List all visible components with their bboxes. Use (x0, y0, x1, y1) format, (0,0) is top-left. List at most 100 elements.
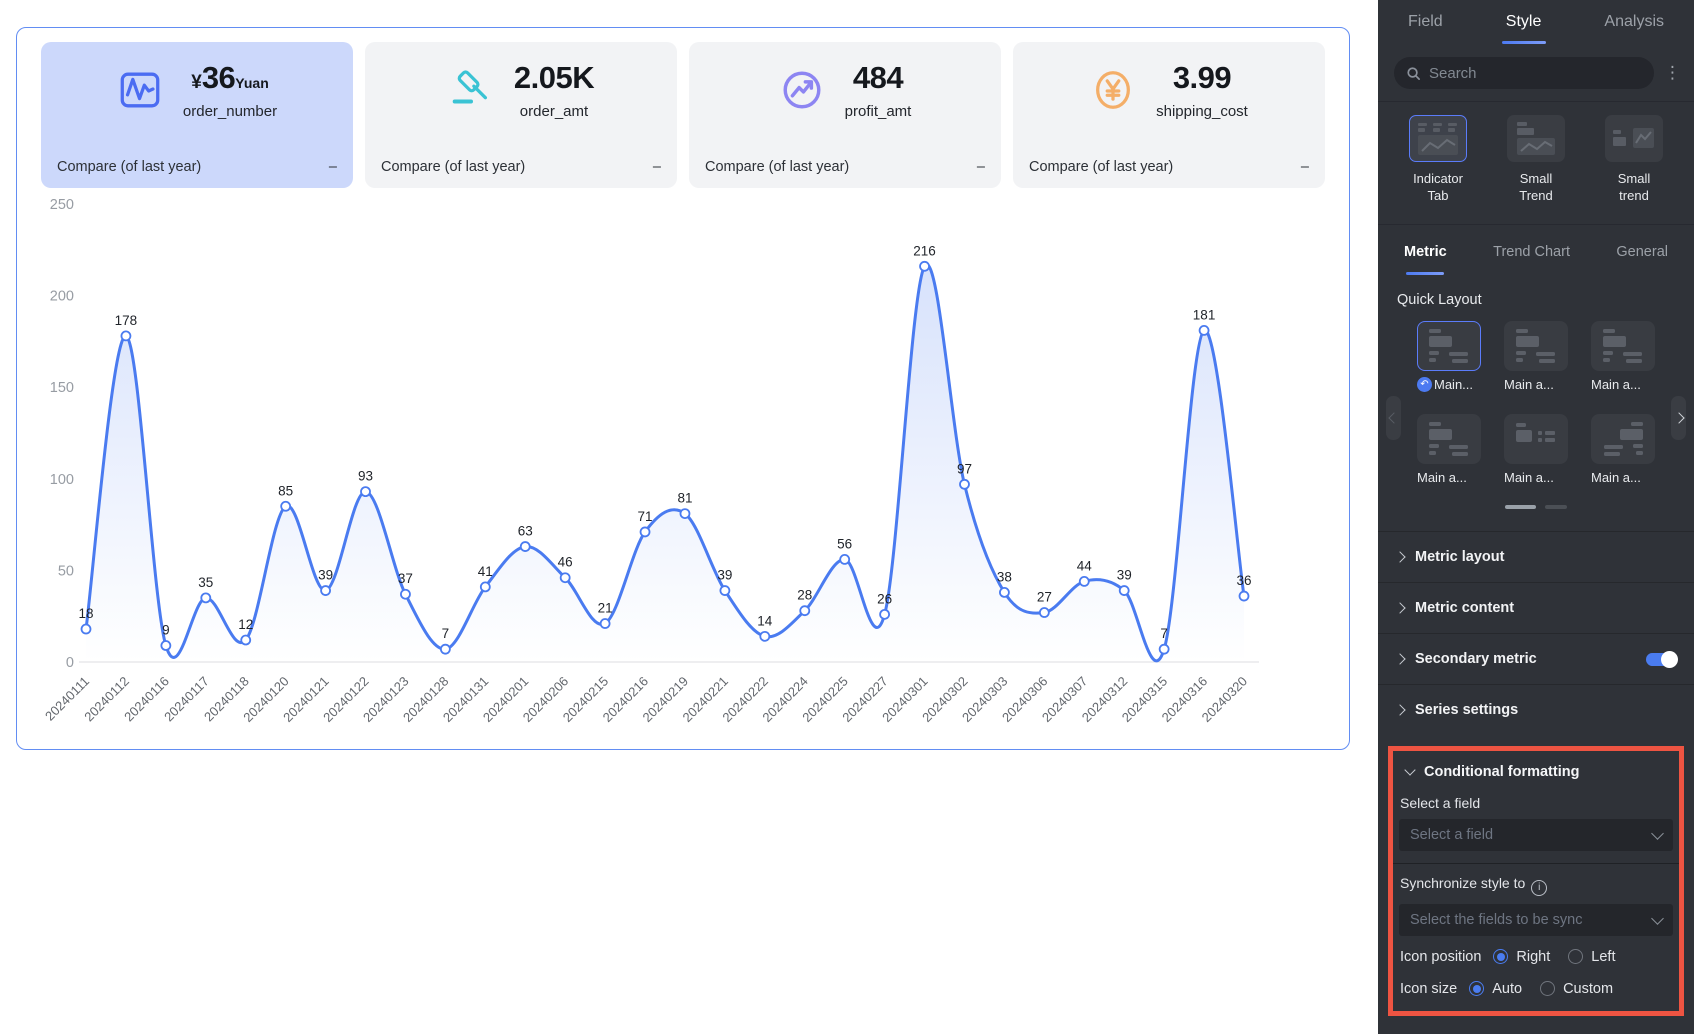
quick-layout-title: Quick Layout (1397, 292, 1482, 308)
pager-dot[interactable] (1545, 505, 1567, 509)
svg-text:81: 81 (677, 491, 692, 506)
svg-text:14: 14 (757, 613, 773, 628)
icon-size-custom-radio[interactable] (1540, 981, 1556, 996)
compare-label: Compare (of last year) (57, 159, 202, 175)
svg-text:28: 28 (797, 588, 812, 603)
pager-dot-active[interactable] (1505, 505, 1536, 509)
svg-text:85: 85 (278, 483, 293, 498)
quick-layout-tile[interactable]: Main a... (1591, 414, 1655, 485)
svg-text:26: 26 (877, 591, 892, 606)
svg-text:71: 71 (638, 509, 653, 524)
gavel-icon (448, 67, 494, 113)
search-placeholder: Search (1429, 64, 1477, 82)
quick-layout-tile[interactable]: Main a... (1417, 414, 1481, 485)
metric-value: 3.99 (1172, 60, 1232, 95)
metric-label: order_amt (519, 103, 589, 120)
metric-card-shipping-cost[interactable]: 3.99 shipping_cost Compare (of last year… (1013, 42, 1325, 188)
section-metric-content[interactable]: Metric content (1378, 582, 1694, 633)
section-metric-layout[interactable]: Metric layout (1378, 531, 1694, 582)
field-select[interactable]: Select a field (1399, 819, 1673, 851)
conditional-formatting-highlight: Conditional formatting Select a field Se… (1388, 746, 1684, 1016)
svg-text:93: 93 (358, 469, 373, 484)
panel-tab-bar: Field Style Analysis (1378, 0, 1694, 44)
svg-text:63: 63 (518, 524, 533, 539)
svg-text:35: 35 (198, 575, 213, 590)
icon-size-auto-radio[interactable] (1469, 981, 1485, 996)
section-conditional-formatting[interactable]: Conditional formatting (1398, 755, 1674, 788)
select-field-label: Select a field (1400, 795, 1481, 811)
compare-label: Compare (of last year) (1029, 159, 1174, 175)
line-chart-icon (117, 67, 163, 113)
svg-text:178: 178 (115, 313, 138, 328)
quick-layout-tile[interactable]: ↶ Main... (1417, 321, 1481, 392)
metric-label: shipping_cost (1156, 103, 1248, 120)
chart-type-indicator-tab[interactable]: Indicator Tab (1402, 115, 1474, 204)
metric-label: order_number (182, 103, 278, 120)
svg-text:97: 97 (957, 461, 972, 476)
tab-field[interactable]: Field (1408, 13, 1443, 30)
quick-layout-pager[interactable] (1378, 505, 1694, 509)
svg-text:250: 250 (50, 197, 74, 213)
synchronize-style-label: Synchronize style to i (1400, 875, 1674, 896)
quick-layout-tile[interactable]: Main a... (1504, 414, 1568, 485)
svg-text:181: 181 (1193, 307, 1216, 322)
svg-text:39: 39 (717, 568, 732, 583)
svg-text:7: 7 (442, 626, 450, 641)
svg-text:39: 39 (318, 568, 333, 583)
style-panel: Field Style Analysis Search ⋮ Indicator T… (1378, 0, 1694, 1034)
metric-cards-row: ¥36Yuan order_number Compare (of last ye… (41, 42, 1325, 188)
secondary-metric-toggle[interactable] (1646, 650, 1678, 668)
section-secondary-metric[interactable]: Secondary metric (1378, 633, 1694, 684)
compare-label: Compare (of last year) (381, 159, 526, 175)
metric-label: profit_amt (844, 103, 912, 120)
metric-card-profit-amt[interactable]: 484 profit_amt Compare (of last year) – (689, 42, 1001, 188)
svg-text:38: 38 (997, 569, 1012, 584)
yuan-circle-icon (1090, 67, 1136, 113)
metric-card-order-number[interactable]: ¥36Yuan order_number Compare (of last ye… (41, 42, 353, 188)
chart-type-small-trend-2[interactable]: Small trend (1598, 115, 1670, 204)
svg-text:0: 0 (66, 655, 74, 671)
chevron-down-icon (1651, 911, 1664, 925)
tab-analysis[interactable]: Analysis (1604, 13, 1664, 30)
revert-icon[interactable]: ↶ (1417, 377, 1432, 392)
svg-text:200: 200 (50, 289, 74, 305)
tab-style[interactable]: Style (1506, 0, 1542, 44)
quick-layout-tile[interactable]: Main a... (1591, 321, 1655, 392)
svg-text:7: 7 (1160, 626, 1168, 641)
subtab-metric[interactable]: Metric (1404, 225, 1447, 278)
search-input[interactable]: Search (1394, 57, 1654, 89)
more-options-icon[interactable]: ⋮ (1664, 63, 1681, 82)
svg-text:100: 100 (50, 472, 74, 488)
subtab-trend-chart[interactable]: Trend Chart (1493, 243, 1570, 260)
svg-text:36: 36 (1236, 573, 1251, 588)
svg-text:50: 50 (58, 563, 74, 579)
svg-text:46: 46 (558, 555, 573, 570)
svg-text:18: 18 (78, 606, 93, 621)
quick-layout-tile[interactable]: Main a... (1504, 321, 1568, 392)
metric-card-order-amt[interactable]: 2.05K order_amt Compare (of last year) – (365, 42, 677, 188)
quick-layout-prev-button[interactable] (1386, 396, 1401, 440)
metric-value: 2.05K (513, 60, 595, 95)
svg-text:44: 44 (1077, 558, 1093, 573)
svg-text:27: 27 (1037, 590, 1052, 605)
compare-value: – (1300, 159, 1309, 175)
compare-value: – (976, 159, 985, 175)
chart-type-small-trend[interactable]: Small Trend (1500, 115, 1572, 204)
trend-chart[interactable]: 0 50 100 150 200 250 18 20240111 178 20240112 9 202… (31, 196, 1331, 741)
icon-position-left-radio[interactable] (1568, 949, 1584, 964)
subtab-general[interactable]: General (1616, 243, 1668, 260)
section-series-settings[interactable]: Series settings (1378, 684, 1694, 735)
chevron-down-icon (1651, 827, 1664, 840)
svg-text:9: 9 (162, 623, 170, 638)
quick-layout-next-button[interactable] (1671, 396, 1686, 440)
compare-label: Compare (of last year) (705, 159, 850, 175)
info-icon[interactable]: i (1531, 879, 1548, 896)
trend-up-circle-icon (779, 67, 825, 113)
metric-value: 484 (852, 60, 904, 95)
indicator-trend-widget[interactable]: ¥36Yuan order_number Compare (of last ye… (16, 27, 1350, 750)
chart-type-list: Indicator Tab Small Trend Small trend (1378, 102, 1694, 224)
sync-fields-select[interactable]: Select the fields to be sync (1399, 903, 1673, 936)
editor-canvas: ¥36Yuan order_number Compare (of last ye… (16, 27, 1350, 750)
svg-text:37: 37 (398, 571, 413, 586)
icon-position-right-radio[interactable] (1493, 949, 1509, 964)
